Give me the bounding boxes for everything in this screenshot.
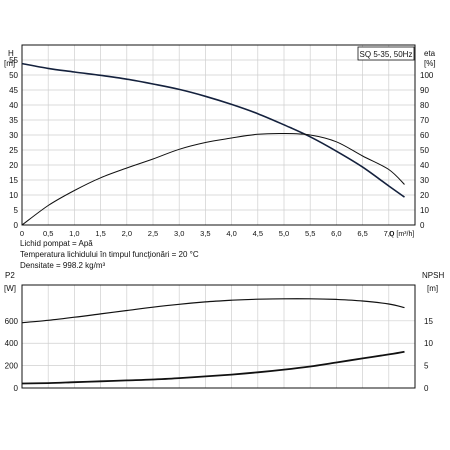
- p2-axis-label: P2: [5, 271, 15, 280]
- h-tick-label: 10: [9, 191, 18, 200]
- eta-axis-unit: [%]: [424, 59, 436, 68]
- q-tick-label: 1,5: [95, 229, 105, 238]
- eta-tick-label: 60: [420, 131, 429, 140]
- h-tick-label: 45: [9, 86, 18, 95]
- npsh-axis-label: NPSH: [422, 271, 444, 280]
- p2-tick-label: 600: [5, 317, 19, 326]
- npsh-tick-label: 0: [424, 384, 429, 393]
- h-tick-label: 0: [14, 221, 19, 230]
- h-tick-label: 35: [9, 116, 18, 125]
- q-tick-label: 3,0: [174, 229, 184, 238]
- q-tick-label: 6,0: [331, 229, 341, 238]
- eta-tick-label: 30: [420, 176, 429, 185]
- q-axis-label: Q [m³/h]: [389, 231, 414, 238]
- h-tick-label: 55: [9, 56, 18, 65]
- eta-tick-label: 100: [420, 71, 434, 80]
- q-tick-label: 0: [20, 229, 24, 238]
- q-tick-labels: 0 0,5 1,0 1,5 2,0 2,5 3,0 3,5 4,0 4,5 5,0 5,5 6,0 6,5…: [20, 229, 394, 238]
- q-tick-label: 5,5: [305, 229, 315, 238]
- q-tick-label: 0,5: [43, 229, 53, 238]
- p2-tick-labels: 0 200 400 600: [5, 317, 19, 393]
- h-tick-label: 50: [9, 71, 18, 80]
- npsh-tick-labels: 0 5 10 15: [424, 317, 433, 393]
- efficiency-curve-eta: [21, 132, 405, 226]
- h-tick-label: 5: [14, 206, 19, 215]
- h-axis-label: H: [8, 49, 14, 58]
- h-tick-label: 15: [9, 176, 18, 185]
- note-temperature: Temperatura lichidului în timpul funcţio…: [20, 250, 199, 259]
- p2-axis-unit: [W]: [4, 284, 16, 293]
- eta-tick-label: 50: [420, 146, 429, 155]
- eta-tick-label: 80: [420, 101, 429, 110]
- npsh-tick-label: 10: [424, 339, 433, 348]
- q-tick-label: 6,5: [357, 229, 367, 238]
- eta-tick-label: 40: [420, 161, 429, 170]
- q-tick-label: 7,0: [384, 229, 394, 238]
- q-tick-label: 5,0: [279, 229, 289, 238]
- h-tick-label: 30: [9, 131, 18, 140]
- h-axis-unit: [m]: [4, 59, 15, 68]
- note-liquid: Lichid pompat = Apă: [20, 239, 93, 248]
- eta-tick-label: 90: [420, 86, 429, 95]
- h-tick-label: 20: [9, 161, 18, 170]
- top-chart-grid: [21, 45, 415, 226]
- p2-tick-label: 400: [5, 339, 19, 348]
- q-tick-label: 4,5: [253, 229, 263, 238]
- h-tick-label: 40: [9, 101, 18, 110]
- chart-title: SQ 5-35, 50Hz: [360, 50, 413, 59]
- q-tick-label: 1,0: [69, 229, 79, 238]
- p2-tick-label: 0: [14, 384, 19, 393]
- npsh-tick-label: 15: [424, 317, 433, 326]
- p2-tick-label: 200: [5, 362, 19, 371]
- q-tick-label: 4,0: [226, 229, 236, 238]
- eta-tick-label: 20: [420, 191, 429, 200]
- q-tick-label: 2,0: [122, 229, 132, 238]
- q-tick-label: 2,5: [148, 229, 158, 238]
- eta-tick-label: 0: [420, 221, 425, 230]
- bottom-chart-frame: [21, 284, 416, 389]
- head-curve-h: [21, 62, 405, 198]
- eta-tick-labels: 0 10 20 30 40 50 60 70 80 90 100: [420, 71, 434, 230]
- eta-axis-label: eta: [424, 49, 436, 58]
- top-chart-curves: [21, 62, 405, 226]
- npsh-axis-unit: [m]: [427, 284, 438, 293]
- bottom-chart-curves: [21, 298, 405, 385]
- eta-tick-label: 70: [420, 116, 429, 125]
- chart-title-box: [357, 46, 415, 61]
- npsh-curve: [21, 350, 405, 385]
- eta-tick-label: 10: [420, 206, 429, 215]
- h-tick-labels: 0 5 10 15 20 25 30 35 40 45 50 55: [9, 56, 18, 230]
- note-density: Densitate = 998.2 kg/m³: [20, 261, 105, 270]
- h-tick-label: 25: [9, 146, 18, 155]
- npsh-tick-label: 5: [424, 362, 429, 371]
- top-chart-frame: [21, 44, 416, 226]
- q-tick-label: 3,5: [200, 229, 210, 238]
- power-curve-p2: [21, 298, 405, 324]
